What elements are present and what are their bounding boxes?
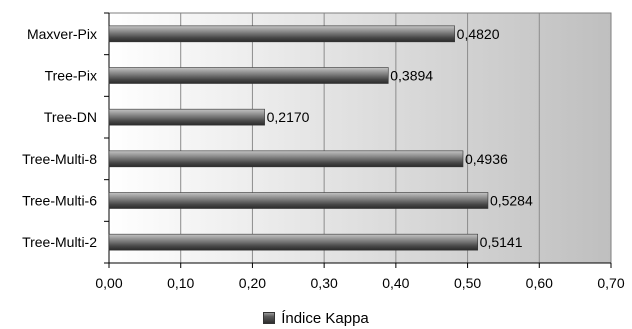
x-tick-label: 0,10 (167, 275, 194, 291)
data-label: 0,2170 (267, 109, 310, 125)
y-tick-label: Maxver-Pix (27, 26, 97, 42)
x-tick-label: 0,70 (597, 275, 624, 291)
bar (108, 150, 464, 168)
data-label: 0,3894 (390, 68, 433, 84)
x-tick-label: 0,30 (311, 275, 338, 291)
y-tick-label: Tree-Multi-6 (22, 193, 97, 209)
y-tick-label: Tree-DN (44, 109, 97, 125)
legend-swatch (263, 312, 276, 324)
bar (108, 108, 265, 126)
data-label: 0,5284 (490, 193, 533, 209)
data-label: 0,4936 (465, 151, 508, 167)
bar (108, 233, 478, 251)
bar (108, 192, 489, 209)
data-label: 0,5141 (480, 234, 523, 250)
legend-label: Índice Kappa (281, 309, 369, 327)
y-tick-label: Tree-Pix (45, 68, 97, 84)
bar (108, 25, 455, 43)
data-label: 0,4820 (457, 26, 500, 42)
bar (108, 67, 389, 84)
legend: Índice Kappa (0, 307, 632, 329)
x-tick-label: 0,00 (95, 275, 122, 291)
plot-area (109, 13, 611, 263)
y-tick-label: Tree-Multi-8 (22, 151, 97, 167)
x-tick-label: 0,20 (239, 275, 266, 291)
x-tick-label: 0,40 (382, 275, 409, 291)
y-tick-label: Tree-Multi-2 (22, 234, 97, 250)
x-tick-label: 0,60 (526, 275, 553, 291)
x-tick-label: 0,50 (454, 275, 481, 291)
